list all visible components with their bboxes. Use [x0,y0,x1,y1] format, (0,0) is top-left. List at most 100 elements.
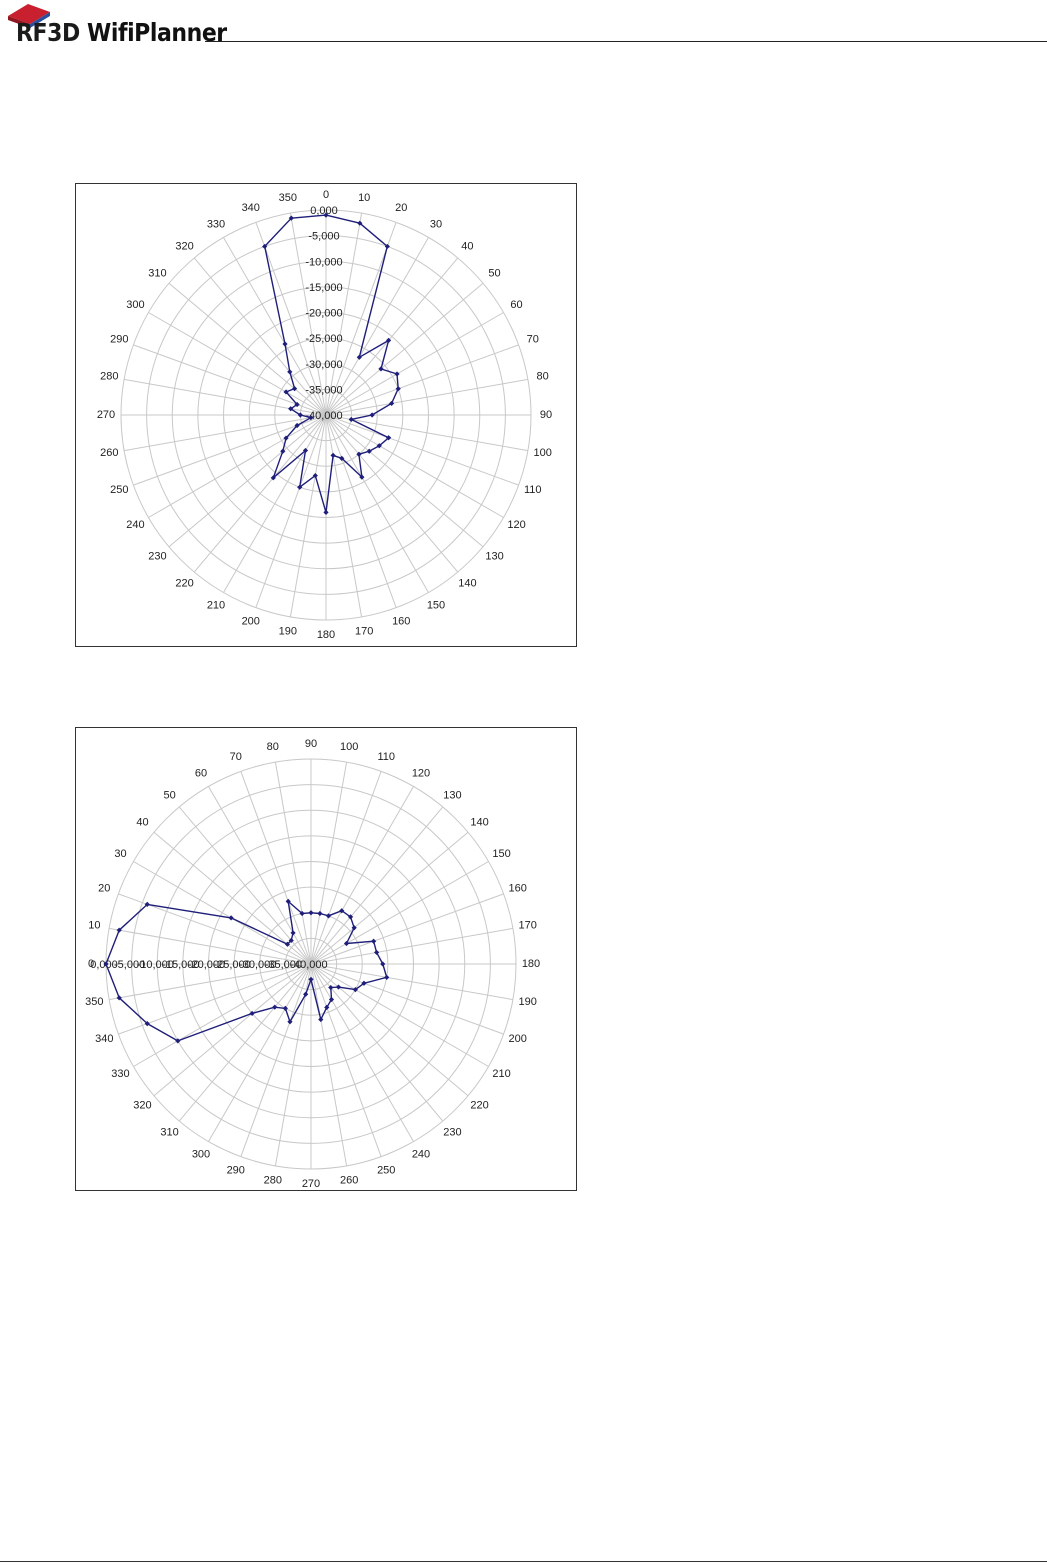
angle-tick-label: 280 [264,1175,282,1187]
grid-spoke [274,963,312,1166]
radial-tick-label: -5,000 [308,231,339,243]
angle-tick-label: 180 [317,629,335,641]
grid-spoke [325,414,519,486]
grid-spoke [153,831,312,965]
grid-spoke [133,861,312,965]
angle-tick-label: 210 [207,599,225,611]
grid-spoke [109,963,312,1001]
grid-spoke [193,414,327,573]
data-point [348,416,354,423]
angle-tick-label: 230 [148,550,166,562]
angle-tick-label: 100 [533,447,551,459]
grid-spoke [310,786,414,965]
angle-tick-label: 100 [340,741,358,753]
radial-tick-label: -35,000 [265,959,302,971]
logo-product-name: WifiPlanner [87,18,227,47]
data-point [352,987,358,993]
angle-tick-label: 280 [100,371,118,383]
angle-tick-label: 90 [305,738,317,750]
angle-tick-label: 290 [227,1165,245,1177]
data-point [262,243,268,250]
data-point [369,412,375,418]
angle-tick-label: 120 [507,519,525,531]
angle-tick-label: 250 [377,1165,395,1177]
grid-spoke [325,414,397,608]
data-point [116,995,122,1001]
grid-spoke [208,963,312,1142]
angle-tick-label: 70 [527,334,539,346]
angle-tick-label: 250 [110,484,128,496]
data-point [356,451,362,457]
grid-spoke [325,414,363,617]
angle-tick-label: 130 [485,550,503,562]
angle-tick-label: 330 [207,218,225,230]
angle-tick-label: 70 [230,751,242,763]
data-point [308,415,314,421]
radial-tick-label: -40,000 [290,959,327,971]
radial-tick-label: -25,000 [305,333,342,345]
data-point [339,908,345,914]
data-point [280,448,286,454]
grid-spoke [178,963,312,1122]
logo-prefix: RF3D [16,18,80,47]
grid-spoke [310,963,489,1067]
radial-tick-label: -30,000 [239,959,276,971]
angle-tick-label: 90 [540,409,552,421]
grid-spoke [310,762,348,965]
radial-tick-label: -20,000 [305,308,342,320]
grid-spoke [118,963,312,1035]
rf3d-logo: RF3D WifiPlanner [6,2,227,56]
data-point [328,996,335,1003]
grid-spoke [133,414,327,486]
footer-divider [0,1561,1047,1562]
angle-tick-label: 40 [461,240,473,252]
angle-tick-label: 320 [133,1099,151,1111]
grid-spoke [325,414,429,593]
grid-spoke [325,213,363,416]
data-point [335,984,342,990]
angle-tick-label: 340 [242,202,260,214]
angle-tick-label: 160 [392,616,410,628]
grid-spoke [255,414,327,608]
angle-tick-label: 240 [126,519,144,531]
angle-tick-label: 310 [160,1126,178,1138]
grid-spoke [168,282,327,416]
grid-spoke [109,927,312,965]
grid-spoke [289,414,327,617]
grid-spoke [133,344,327,416]
angle-tick-label: 310 [148,267,166,279]
angle-tick-label: 30 [430,218,442,230]
grid-spoke [310,963,414,1142]
grid-spoke [310,771,382,965]
data-point [374,949,380,956]
angle-tick-label: 50 [488,267,500,279]
data-point [380,961,386,967]
grid-spoke [148,312,327,416]
grid-spoke [325,414,504,518]
radial-tick-label: 0,000 [310,205,338,217]
angle-tick-label: 10 [358,192,370,204]
data-point [297,484,303,490]
angle-tick-label: 220 [470,1099,488,1111]
angle-tick-label: 190 [279,626,297,638]
angle-tick-label: 300 [192,1148,210,1160]
angle-tick-label: 0 [88,958,94,970]
grid-spoke [310,963,444,1122]
data-point [386,435,392,441]
grid-spoke [310,963,348,1166]
data-point [283,389,289,395]
angle-tick-label: 300 [126,299,144,311]
angle-tick-label: 140 [470,816,488,828]
angle-tick-label: 110 [524,484,542,496]
data-point [376,443,382,449]
radial-tick-label: 0,000 [90,959,118,971]
angle-tick-label: 240 [412,1148,430,1160]
data-point [228,915,234,921]
angle-tick-label: 130 [443,789,461,801]
data-point [317,910,323,917]
data-point [325,913,332,919]
angle-tick-label: 110 [377,751,395,763]
angle-tick-label: 260 [100,447,118,459]
radial-tick-label: -35,000 [305,384,342,396]
data-point [356,354,362,360]
